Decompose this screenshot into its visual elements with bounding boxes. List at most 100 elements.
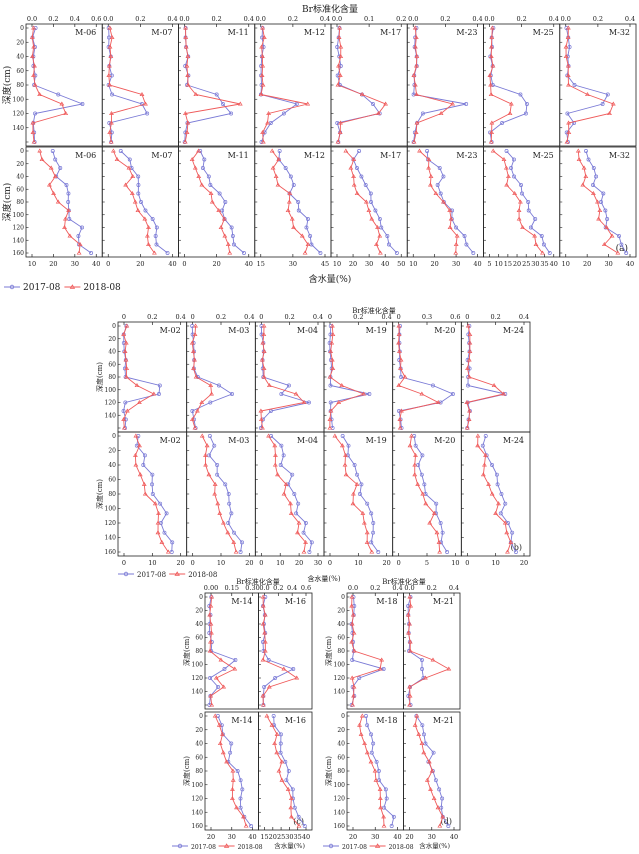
point-2017: [383, 787, 388, 792]
point-2018: [330, 332, 336, 337]
x-tick-label: 35: [540, 260, 548, 268]
point-2018: [106, 63, 112, 68]
point-2018: [414, 713, 420, 718]
chart-section-3: 深度(cm) 深度(cm) (c): [182, 636, 304, 826]
panel-name: M-21: [433, 597, 454, 606]
point-2018: [362, 741, 367, 746]
legend-c: 2017-08 2018-08: [172, 843, 263, 851]
x-tick-label: 0.6: [301, 584, 311, 592]
top-axis-title: Br标准化含量: [236, 577, 280, 586]
y-tick-label: 20: [195, 727, 203, 734]
point-2017: [440, 530, 445, 535]
point-2018: [369, 216, 375, 221]
point-2017: [150, 482, 154, 487]
point-2018: [338, 120, 343, 125]
legend-marker-2017: [123, 571, 129, 577]
x-tick-label: 10: [217, 559, 225, 567]
point-2018: [412, 462, 418, 467]
panel-name: M-32: [609, 28, 630, 37]
legend-marker-2017: [9, 284, 15, 290]
x-tick-label: 0.0: [27, 15, 37, 23]
point-2018: [467, 340, 473, 345]
point-2017: [259, 332, 264, 337]
point-2018: [349, 603, 355, 608]
point-2017: [462, 234, 467, 238]
point-2018: [231, 539, 237, 544]
point-2018: [155, 530, 161, 535]
y-tick-label: 60: [16, 186, 24, 193]
point-2017: [207, 453, 212, 458]
point-2017: [157, 383, 162, 388]
series-line-2018: [201, 435, 237, 553]
point-2018: [295, 530, 300, 535]
point-2018: [330, 366, 336, 371]
y-tick-label: 140: [13, 125, 25, 132]
point-2017: [150, 472, 155, 477]
y-tick-label: 140: [105, 412, 117, 419]
x-tick-label: 0.2: [147, 313, 157, 321]
point-2017: [76, 234, 81, 238]
point-2018: [156, 510, 161, 515]
point-2018: [366, 208, 372, 213]
point-2018: [420, 491, 426, 496]
point-2018: [224, 759, 229, 764]
point-2017: [600, 102, 605, 106]
point-2018: [305, 242, 311, 247]
point-2017: [520, 191, 524, 196]
point-2018: [209, 630, 214, 635]
point-2017: [328, 383, 333, 388]
point-2018: [411, 139, 417, 144]
x-tick-label: 0.4: [167, 15, 177, 23]
point-2018: [286, 199, 292, 204]
point-2018: [398, 357, 404, 362]
point-2018: [350, 501, 356, 506]
point-2017: [525, 102, 529, 106]
y-tick-label: 40: [195, 741, 203, 748]
point-2017: [328, 400, 333, 405]
series-line-2017: [278, 150, 321, 254]
x-tick-label: 25: [522, 260, 530, 268]
y-tick-label: 60: [337, 754, 345, 761]
point-2018: [581, 165, 587, 170]
y-tick-label: 80: [108, 491, 116, 498]
y-tick-label: 60: [108, 361, 116, 368]
point-2018: [466, 417, 472, 422]
point-2018: [124, 366, 130, 371]
point-2017: [229, 225, 234, 230]
x-tick-label: 0: [465, 313, 469, 321]
point-2018: [407, 648, 413, 653]
point-2018: [152, 501, 158, 506]
point-2018: [124, 323, 130, 328]
point-2017: [419, 472, 424, 477]
y-tick-label: 100: [334, 662, 346, 669]
panel-name: M-03: [228, 326, 249, 335]
panel-name: M-02: [160, 436, 181, 445]
y-tick-label: 100: [13, 212, 25, 219]
point-2018: [260, 621, 266, 626]
x-tick-label: 30: [452, 260, 460, 268]
point-2017: [367, 392, 372, 396]
x-tick-label: 20: [583, 260, 591, 268]
point-2017: [369, 750, 374, 755]
point-2018: [274, 750, 280, 755]
point-2017: [31, 64, 36, 68]
point-2018: [218, 657, 224, 662]
point-2018: [488, 82, 494, 87]
point-2018: [327, 417, 333, 422]
y-tick-label: 80: [337, 648, 345, 655]
x-tick-label: 0: [191, 313, 195, 321]
point-2018: [336, 63, 341, 68]
point-2018: [67, 233, 73, 238]
point-2018: [66, 208, 71, 213]
x-tick-label: 50: [397, 260, 405, 268]
point-2018: [283, 481, 289, 486]
point-2017: [164, 511, 169, 516]
y-tick-label: 120: [105, 400, 117, 407]
point-2017: [190, 409, 195, 413]
y-tick-label: 60: [108, 477, 116, 484]
point-2017: [491, 26, 496, 30]
point-2017: [601, 191, 606, 196]
point-2017: [290, 787, 295, 792]
point-2017: [207, 631, 212, 635]
point-2017: [605, 217, 610, 221]
